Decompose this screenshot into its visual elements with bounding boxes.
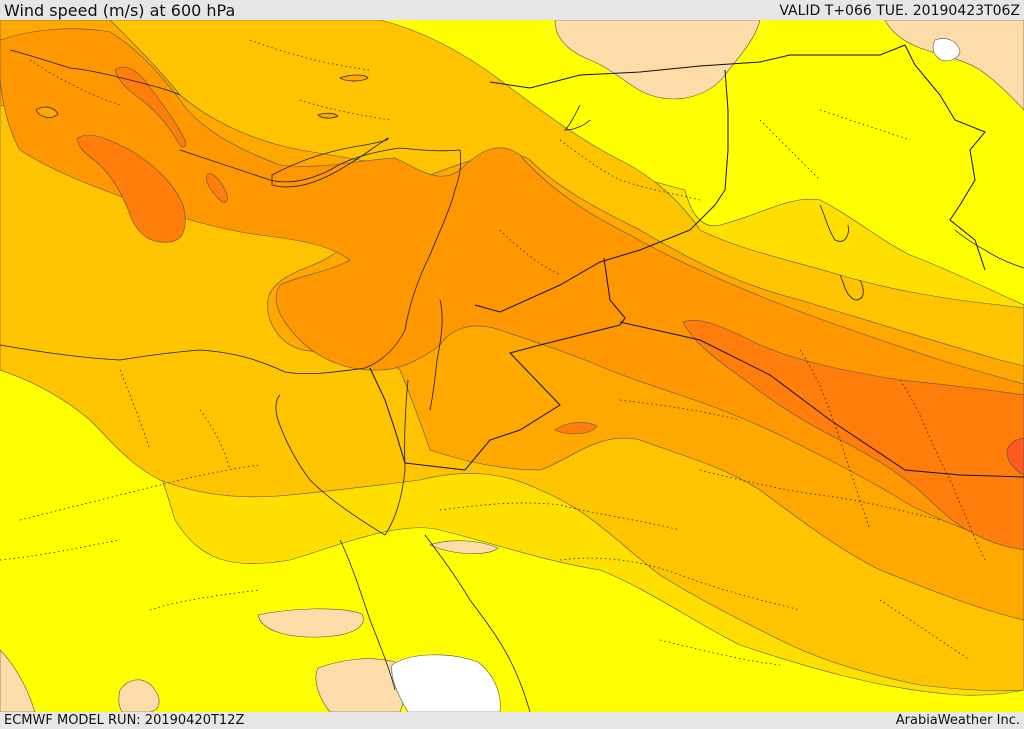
field-tan-west [0,649,36,712]
valid-time-label: VALID T+066 TUE. 20190423T06Z [779,3,1020,19]
field-orange-deep-aegean [114,66,187,148]
map-footer: ECMWF MODEL RUN: 20190420T12Z ArabiaWeat… [0,712,1024,729]
islands [35,74,369,119]
field-tan-northeast [884,20,1024,111]
admin-boundaries [0,39,986,666]
field-tan-north [554,20,761,100]
borders [369,44,1024,478]
field-white-south [391,654,501,712]
field-red-orange-east [1006,437,1024,476]
credit-label: ArabiaWeather Inc. [895,713,1020,728]
coastlines [0,49,1024,712]
field-tan-sinai [257,608,364,638]
field-orange-deep-small [206,173,228,203]
field-orange-deep-west [77,134,186,243]
model-run-label: ECMWF MODEL RUN: 20190420T12Z [4,713,245,728]
wind-speed-map [0,20,1024,712]
field-orange-deep-small-2 [554,422,598,435]
field-white-northeast [932,38,961,62]
field-tan-small [429,540,499,554]
field-orange [0,28,1024,546]
map-header: Wind speed (m/s) at 600 hPa VALID T+066 … [0,0,1024,20]
map-title: Wind speed (m/s) at 600 hPa [4,1,236,20]
field-tan-south-2 [118,679,160,712]
